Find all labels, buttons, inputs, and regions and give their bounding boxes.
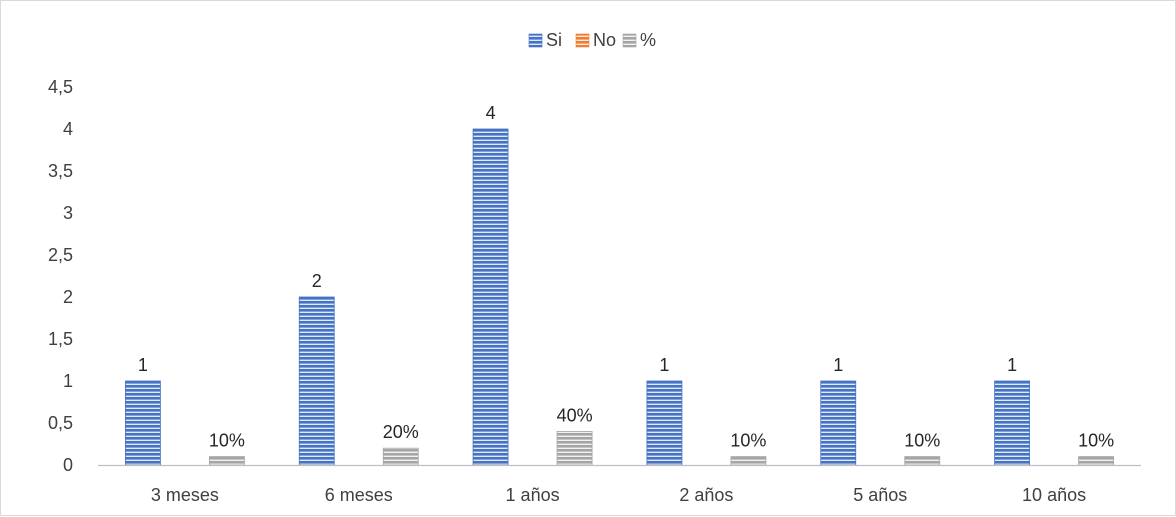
y-axis: 0 0,5 1 1,5 2 2,5 3 3,5 4 4,5: [48, 77, 73, 475]
x-tick-label: 3 meses: [151, 485, 219, 505]
x-tick-label: 10 años: [1022, 485, 1086, 505]
bar-si: [298, 296, 335, 466]
data-label: 10%: [730, 431, 766, 451]
data-label: 1: [138, 355, 148, 375]
y-tick-label: 0: [63, 455, 73, 475]
bar-pct: [904, 456, 941, 466]
x-tick-label: 6 meses: [325, 485, 393, 505]
data-label: 1: [833, 355, 843, 375]
x-axis: 3 meses 6 meses 1 años 2 años 5 años 10 años: [98, 464, 1141, 505]
bar-si: [472, 128, 509, 466]
legend-label: Si: [546, 30, 562, 50]
bar-pct: [556, 430, 593, 466]
legend-swatch: [575, 33, 590, 48]
data-label: 1: [659, 355, 669, 375]
bar-si: [125, 380, 161, 466]
bar-si: [646, 380, 683, 466]
legend-swatch: [528, 33, 543, 48]
bar-pct: [1078, 456, 1114, 466]
data-label: 20%: [383, 422, 419, 442]
bar-pct: [730, 456, 767, 466]
legend: Si No%: [528, 30, 656, 50]
legend-swatch: [622, 33, 637, 48]
data-label: 2: [312, 271, 322, 291]
y-tick-label: 4: [63, 119, 73, 139]
data-label: 40%: [557, 405, 593, 425]
data-labels: 1 10% 2 20% 4 40% 1 10% 1 10% 1 10%: [138, 103, 1114, 451]
x-tick-label: 5 años: [853, 485, 907, 505]
bar-si: [994, 380, 1030, 466]
legend-label: No: [593, 30, 616, 50]
data-label: 10%: [1078, 431, 1114, 451]
x-tick-label: 2 años: [679, 485, 733, 505]
data-label: 10%: [904, 431, 940, 451]
data-label: 1: [1007, 355, 1017, 375]
y-tick-label: 4,5: [48, 77, 73, 97]
y-tick-label: 1: [63, 371, 73, 391]
y-tick-label: 0,5: [48, 413, 73, 433]
bars: [125, 128, 1114, 466]
data-label: 10%: [209, 431, 245, 451]
y-tick-label: 2,5: [48, 245, 73, 265]
y-tick-label: 3,5: [48, 161, 73, 181]
bar-si: [820, 380, 857, 466]
data-label: 4: [486, 103, 496, 123]
y-tick-label: 1,5: [48, 329, 73, 349]
x-tick-label: 1 años: [506, 485, 560, 505]
bar-pct: [209, 456, 245, 466]
y-tick-label: 3: [63, 203, 73, 223]
bar-pct: [382, 447, 419, 466]
legend-label: %: [640, 30, 656, 50]
y-tick-label: 2: [63, 287, 73, 307]
